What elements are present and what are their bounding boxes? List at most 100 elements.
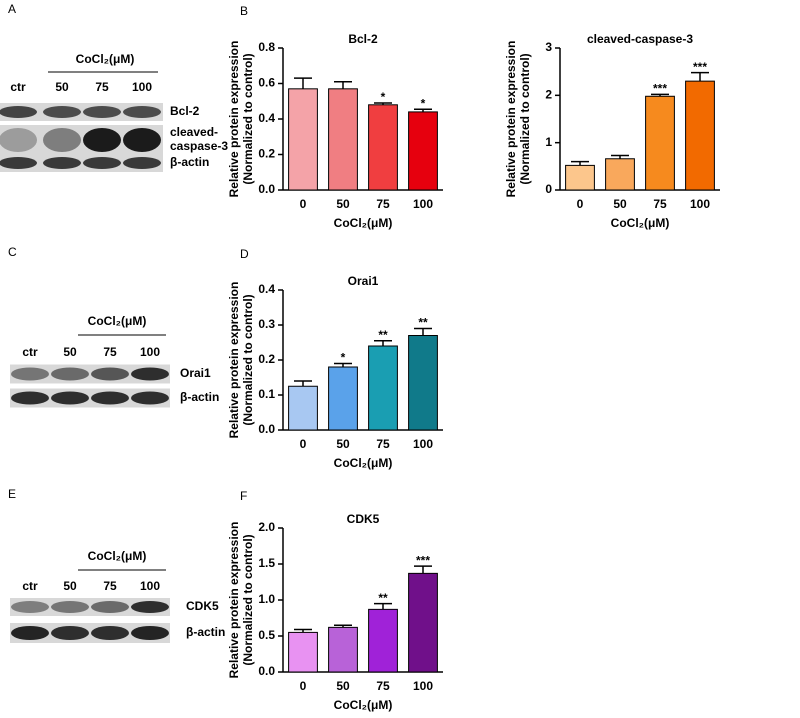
significance: *** [693, 60, 707, 74]
significance: ** [378, 328, 388, 342]
blot-row-label: Orai1 [180, 366, 211, 380]
bar [328, 626, 358, 673]
blot-band [91, 391, 129, 405]
y-tick-label: 0.0 [258, 422, 275, 436]
lane-label: 100 [140, 579, 160, 593]
significance: * [341, 351, 346, 365]
blot-band [131, 626, 169, 640]
y-tick-label: 0.8 [258, 40, 275, 54]
y-tick-label: 0 [545, 182, 552, 196]
x-tick-label: 50 [613, 197, 627, 211]
y-axis-label: (Normalized to control) [241, 294, 255, 425]
lane-label: 75 [103, 579, 117, 593]
y-tick-label: 0.4 [258, 111, 275, 125]
x-tick-label: 0 [577, 197, 584, 211]
blot-band [131, 367, 169, 381]
bar [368, 608, 398, 673]
x-tick-label: 100 [413, 679, 433, 693]
bar [328, 366, 358, 431]
panel-label: F [240, 489, 247, 503]
y-tick-label: 1 [545, 135, 552, 149]
blot-band [131, 601, 169, 613]
blot-band [83, 106, 121, 118]
y-axis-label: Relative protein expression [227, 522, 241, 679]
blot-band [43, 157, 81, 169]
x-tick-label: 100 [413, 437, 433, 451]
blot-band [91, 601, 129, 613]
lane-label: 50 [63, 345, 77, 359]
blot-header: CoCl₂(μM) [88, 549, 147, 563]
blot-header: CoCl₂(μM) [88, 314, 147, 328]
bar [368, 104, 398, 191]
lane-label: 50 [55, 80, 69, 94]
lane-label: 50 [63, 579, 77, 593]
blot-row-label: caspase-3 [170, 139, 228, 153]
blot-band [11, 367, 49, 381]
bar [288, 385, 318, 431]
y-tick-label: 2.0 [258, 520, 275, 534]
bar [288, 631, 318, 673]
x-tick-label: 50 [336, 197, 350, 211]
x-tick-label: 0 [300, 679, 307, 693]
y-tick-label: 0.0 [258, 664, 275, 678]
blot-band [51, 367, 89, 381]
y-tick-label: 0.6 [258, 76, 275, 90]
lane-label: ctr [22, 345, 38, 359]
blot-band [83, 157, 121, 169]
panel-label: A [8, 2, 16, 16]
x-axis-label: CoCl₂(μM) [334, 698, 393, 712]
x-tick-label: 0 [300, 197, 307, 211]
chart-title: cleaved-caspase-3 [587, 32, 693, 46]
y-tick-label: 0.2 [258, 147, 275, 161]
bar [408, 335, 438, 431]
lane-label: 100 [140, 345, 160, 359]
bar [368, 345, 398, 431]
x-axis-label: CoCl₂(μM) [611, 216, 670, 230]
blot-band [0, 128, 37, 152]
significance: *** [416, 553, 430, 567]
bar [408, 572, 438, 673]
x-tick-label: 50 [336, 679, 350, 693]
chart-title: Bcl-2 [348, 32, 378, 46]
lane-label: ctr [10, 80, 26, 94]
y-tick-label: 0.5 [258, 628, 275, 642]
y-tick-label: 0.2 [258, 352, 275, 366]
blot-strip [0, 103, 163, 121]
y-tick-label: 0.1 [258, 387, 275, 401]
blot-band [43, 106, 81, 118]
blot-band [11, 391, 49, 405]
blot-band [131, 391, 169, 405]
y-axis-label: Relative protein expression [227, 41, 241, 198]
bar [605, 158, 635, 191]
significance: * [381, 90, 386, 104]
x-tick-label: 75 [376, 197, 390, 211]
blot-band [11, 626, 49, 640]
blot-band [51, 391, 89, 405]
blot-band [11, 601, 49, 613]
x-tick-label: 0 [300, 437, 307, 451]
blot-row-label: β-actin [170, 155, 209, 169]
lane-label: 75 [95, 80, 109, 94]
y-tick-label: 1.0 [258, 592, 275, 606]
blot-strip [0, 154, 163, 172]
blot-strip [10, 623, 170, 643]
blot-header: CoCl₂(μM) [76, 52, 135, 66]
bar [408, 111, 438, 191]
panel-label: B [240, 4, 248, 18]
bar [685, 80, 715, 191]
significance: * [421, 96, 426, 110]
bar [328, 88, 358, 191]
panel-label: D [240, 247, 249, 261]
x-tick-label: 50 [336, 437, 350, 451]
bar [565, 164, 595, 191]
blot-band [91, 626, 129, 640]
blot-band [51, 626, 89, 640]
lane-label: 100 [132, 80, 152, 94]
blot-band [83, 128, 121, 152]
lane-label: 75 [103, 345, 117, 359]
blot-strip [10, 598, 170, 616]
blot-row-label: β-actin [180, 390, 219, 404]
chart-title: CDK5 [347, 512, 380, 526]
y-tick-label: 1.5 [258, 556, 275, 570]
